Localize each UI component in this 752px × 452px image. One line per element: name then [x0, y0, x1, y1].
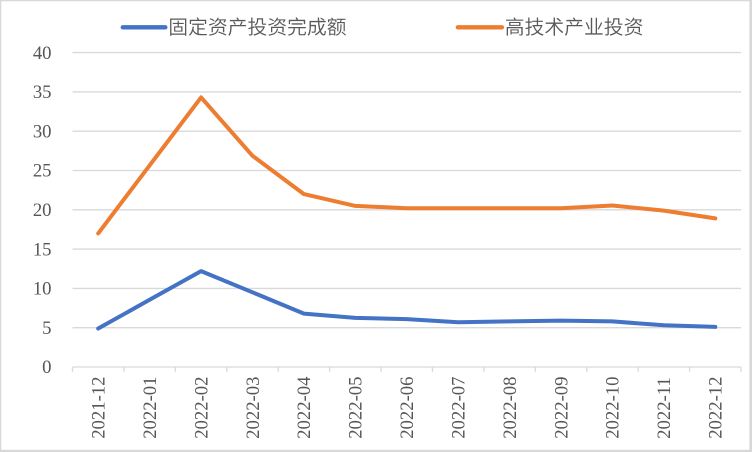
svg-text:2022-10: 2022-10: [603, 377, 624, 439]
svg-text:25: 25: [33, 161, 52, 182]
svg-text:0: 0: [42, 357, 51, 378]
svg-text:35: 35: [33, 82, 52, 103]
svg-text:15: 15: [33, 239, 52, 260]
svg-text:2022-04: 2022-04: [294, 376, 315, 439]
svg-text:2022-05: 2022-05: [346, 377, 367, 439]
svg-text:2022-12: 2022-12: [706, 377, 727, 439]
svg-text:30: 30: [33, 121, 52, 142]
svg-text:5: 5: [42, 318, 51, 339]
svg-text:2021-12: 2021-12: [89, 377, 110, 439]
svg-text:2022-09: 2022-09: [551, 377, 572, 439]
svg-text:2022-07: 2022-07: [448, 377, 469, 439]
svg-text:2022-11: 2022-11: [654, 377, 675, 439]
svg-text:10: 10: [33, 279, 52, 300]
svg-text:2022-01: 2022-01: [140, 377, 161, 439]
svg-text:2022-02: 2022-02: [191, 377, 212, 439]
svg-text:2022-06: 2022-06: [397, 377, 418, 439]
svg-text:40: 40: [33, 43, 52, 64]
svg-text:20: 20: [33, 200, 52, 221]
svg-text:2022-03: 2022-03: [243, 377, 264, 439]
svg-text:2022-08: 2022-08: [500, 377, 521, 439]
